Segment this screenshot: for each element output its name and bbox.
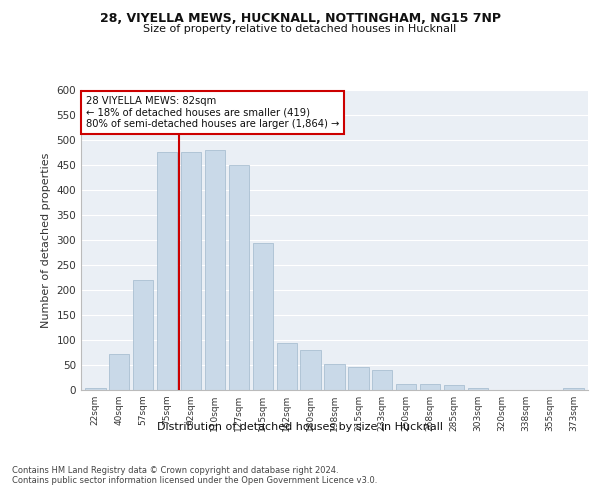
Bar — [468, 388, 488, 390]
Bar — [85, 388, 106, 390]
Text: Contains public sector information licensed under the Open Government Licence v3: Contains public sector information licen… — [12, 476, 377, 485]
Bar — [301, 350, 321, 390]
Bar — [348, 367, 368, 390]
Bar — [444, 384, 464, 390]
Text: Size of property relative to detached houses in Hucknall: Size of property relative to detached ho… — [143, 24, 457, 34]
Bar — [157, 152, 177, 390]
Bar — [372, 370, 392, 390]
Text: 28 VIYELLA MEWS: 82sqm
← 18% of detached houses are smaller (419)
80% of semi-de: 28 VIYELLA MEWS: 82sqm ← 18% of detached… — [86, 96, 340, 129]
Text: Distribution of detached houses by size in Hucknall: Distribution of detached houses by size … — [157, 422, 443, 432]
Text: Contains HM Land Registry data © Crown copyright and database right 2024.: Contains HM Land Registry data © Crown c… — [12, 466, 338, 475]
Bar — [109, 354, 130, 390]
Bar — [420, 384, 440, 390]
Bar — [133, 280, 154, 390]
Bar — [229, 165, 249, 390]
Bar — [205, 150, 225, 390]
Text: 28, VIYELLA MEWS, HUCKNALL, NOTTINGHAM, NG15 7NP: 28, VIYELLA MEWS, HUCKNALL, NOTTINGHAM, … — [100, 12, 500, 26]
Bar — [181, 152, 201, 390]
Bar — [396, 384, 416, 390]
Bar — [277, 342, 297, 390]
Y-axis label: Number of detached properties: Number of detached properties — [41, 152, 51, 328]
Bar — [563, 388, 584, 390]
Bar — [253, 242, 273, 390]
Bar — [325, 364, 344, 390]
